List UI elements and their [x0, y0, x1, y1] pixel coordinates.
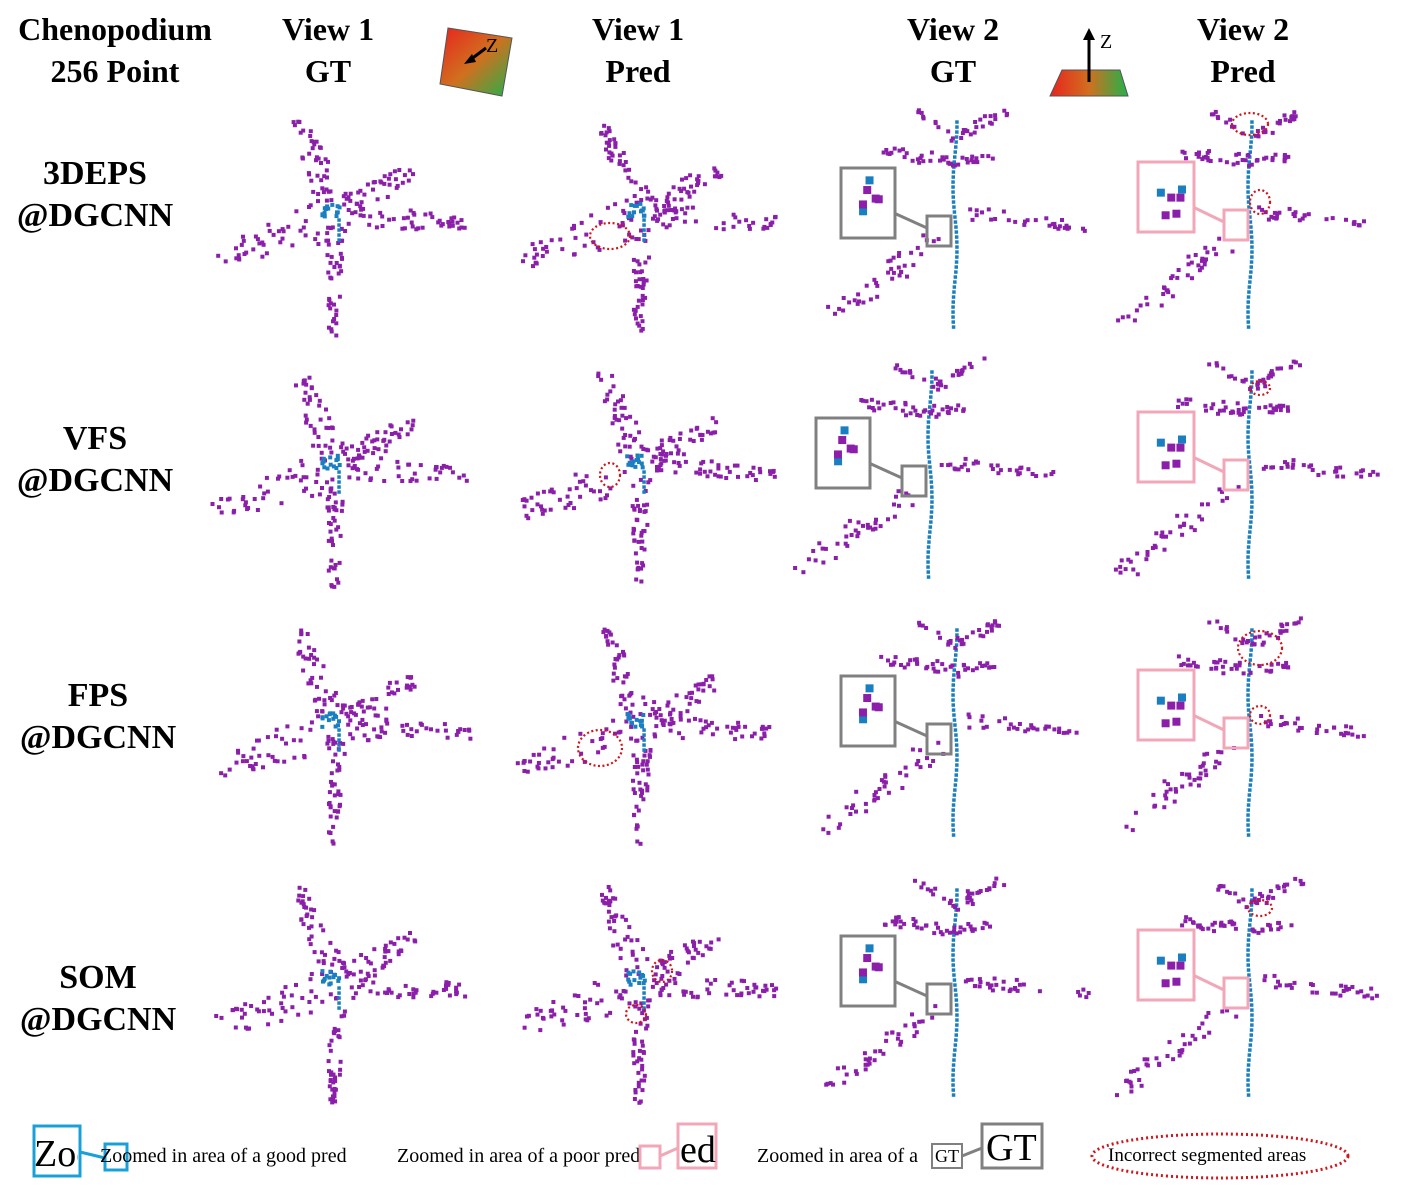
view2-orientation-icon: Z	[1049, 28, 1129, 97]
legend-gt-small-text: GT	[935, 1146, 959, 1166]
legend-incorrect-label: Incorrect segmented areas	[1108, 1145, 1307, 1166]
panel-som-view2-pred	[1110, 860, 1390, 1110]
incorrect-area-marker	[650, 958, 674, 984]
column-header-view2-gt: View 2 GT	[853, 8, 1053, 92]
dataset-title: Chenopodium 256 Point	[0, 8, 230, 92]
incorrect-area-marker	[598, 461, 622, 489]
column-header-line1: View 1	[591, 11, 685, 47]
legend-good-pred-label: Zoomed in area of a good pred	[100, 1145, 347, 1167]
row-label-line1: VFS	[62, 420, 128, 457]
row-label-line2: @DGCNN	[16, 197, 174, 234]
legend-gt-box-icon	[931, 1122, 1044, 1170]
panel-3deps-view1-gt	[205, 98, 485, 348]
dataset-title-line1: Chenopodium	[18, 11, 212, 47]
view1-orientation-icon: Z	[439, 27, 513, 97]
panel-3deps-view2-gt	[815, 92, 1095, 342]
legend-gt-inset-text: GT	[986, 1127, 1037, 1169]
column-header-line1: View 2	[906, 11, 1000, 47]
panel-som-view2-gt	[815, 860, 1095, 1110]
column-header-line2: Pred	[605, 53, 671, 89]
column-header-view1-pred: View 1 Pred	[538, 8, 738, 92]
panel-vfs-view1-gt	[205, 350, 485, 600]
legend-good-pred-inset-text: Zoo	[34, 1133, 78, 1175]
legend-good-pred-box-icon	[32, 1124, 129, 1178]
row-label-line1: FPS	[67, 677, 129, 714]
row-label-line1: SOM	[59, 959, 137, 996]
panel-fps-view1-gt	[205, 608, 485, 858]
panel-vfs-view1-pred	[510, 350, 790, 600]
zoom-inset	[1136, 160, 1250, 242]
row-label-vfs: VFS @DGCNN	[0, 418, 195, 502]
column-header-view1-gt: View 1 GT	[228, 8, 428, 92]
incorrect-area-marker	[1248, 379, 1272, 397]
legend-incorrect-ellipse-icon	[1090, 1132, 1350, 1180]
incorrect-area-marker	[1230, 111, 1270, 137]
column-header-line2: GT	[929, 53, 977, 89]
column-header-line1: View 2	[1196, 11, 1290, 47]
zoom-inset	[839, 934, 953, 1016]
axis-label-z: Z	[486, 35, 498, 57]
row-label-line2: @DGCNN	[19, 719, 177, 756]
zoom-inset	[839, 166, 953, 248]
incorrect-area-marker	[1246, 898, 1274, 918]
legend-gt-label: Zoomed in area of a	[757, 1145, 919, 1167]
zoom-inset	[1136, 928, 1250, 1010]
row-label-line2: @DGCNN	[19, 1001, 177, 1038]
row-label-3deps: 3DEPS @DGCNN	[0, 153, 195, 237]
zoom-inset	[1136, 668, 1250, 750]
column-header-line2: GT	[304, 53, 352, 89]
panel-fps-view2-pred	[1110, 600, 1390, 850]
zoom-inset	[1136, 410, 1250, 492]
row-label-line2: @DGCNN	[16, 462, 174, 499]
panel-vfs-view2-pred	[1110, 342, 1390, 592]
row-label-line1: 3DEPS	[43, 155, 147, 192]
panel-fps-view1-pred	[510, 608, 790, 858]
incorrect-area-marker	[1248, 704, 1272, 726]
incorrect-area-marker	[1248, 188, 1272, 216]
dataset-title-line2: 256 Point	[50, 53, 180, 89]
incorrect-area-marker	[576, 728, 624, 768]
incorrect-area-marker	[624, 1003, 648, 1025]
legend: Zoo Zoomed in area of a good pred Zoomed…	[0, 1110, 1402, 1190]
column-header-line1: View 1	[281, 11, 375, 47]
column-header-view2-pred: View 2 Pred	[1143, 8, 1343, 92]
axis-label-z: Z	[1100, 31, 1112, 53]
incorrect-area-marker	[588, 221, 632, 251]
panel-3deps-view2-pred	[1110, 92, 1390, 342]
zoom-inset	[839, 674, 953, 756]
incorrect-area-marker	[1236, 629, 1284, 667]
panel-som-view1-pred	[510, 866, 790, 1116]
panel-som-view1-gt	[205, 866, 485, 1116]
panel-3deps-view1-pred	[510, 98, 790, 348]
column-header-line2: Pred	[1210, 53, 1276, 89]
legend-poor-pred-inset-text: ed	[680, 1129, 716, 1171]
legend-poor-pred-box-icon	[638, 1122, 718, 1170]
row-label-som: SOM @DGCNN	[0, 957, 198, 1041]
panel-vfs-view2-gt	[790, 342, 1070, 592]
row-label-fps: FPS @DGCNN	[0, 675, 198, 759]
panel-fps-view2-gt	[815, 600, 1095, 850]
legend-poor-pred-label: Zoomed in area of a poor pred	[397, 1145, 641, 1167]
zoom-inset	[814, 416, 928, 498]
